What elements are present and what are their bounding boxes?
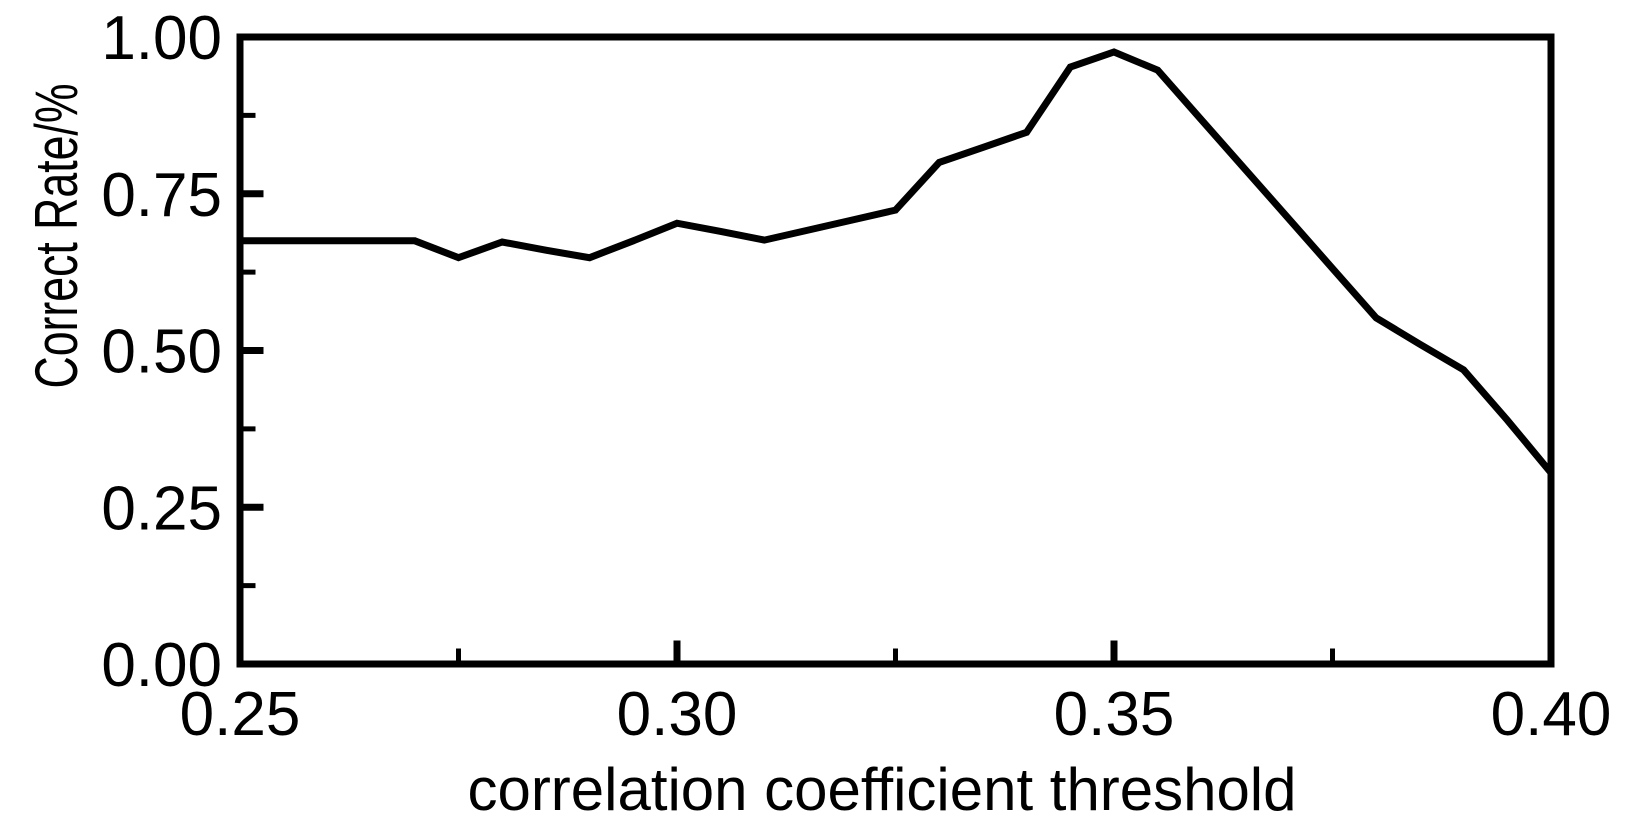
x-tick-label: 0.40 [1491,680,1612,749]
x-tick-label: 0.25 [180,680,301,749]
y-tick-label: 0.00 [101,631,222,700]
x-tick-label: 0.30 [617,680,738,749]
axes-layer: 0.25 0.30 0.35 0.400.000.250.500.751.00 [101,4,1611,749]
y-tick-label: 0.25 [101,474,222,543]
data-line [240,48,1554,476]
x-axis-title: correlation coefficient threshold [468,756,1297,823]
y-axis-title: Correct Rate/% [23,84,90,389]
y-tick-label: 1.00 [101,4,222,73]
series-layer [240,48,1554,476]
y-tick-label: 0.75 [101,161,222,230]
x-tick-label: 0.35 [1054,680,1175,749]
plot-border [236,33,1555,668]
y-tick-label: 0.50 [101,318,222,387]
